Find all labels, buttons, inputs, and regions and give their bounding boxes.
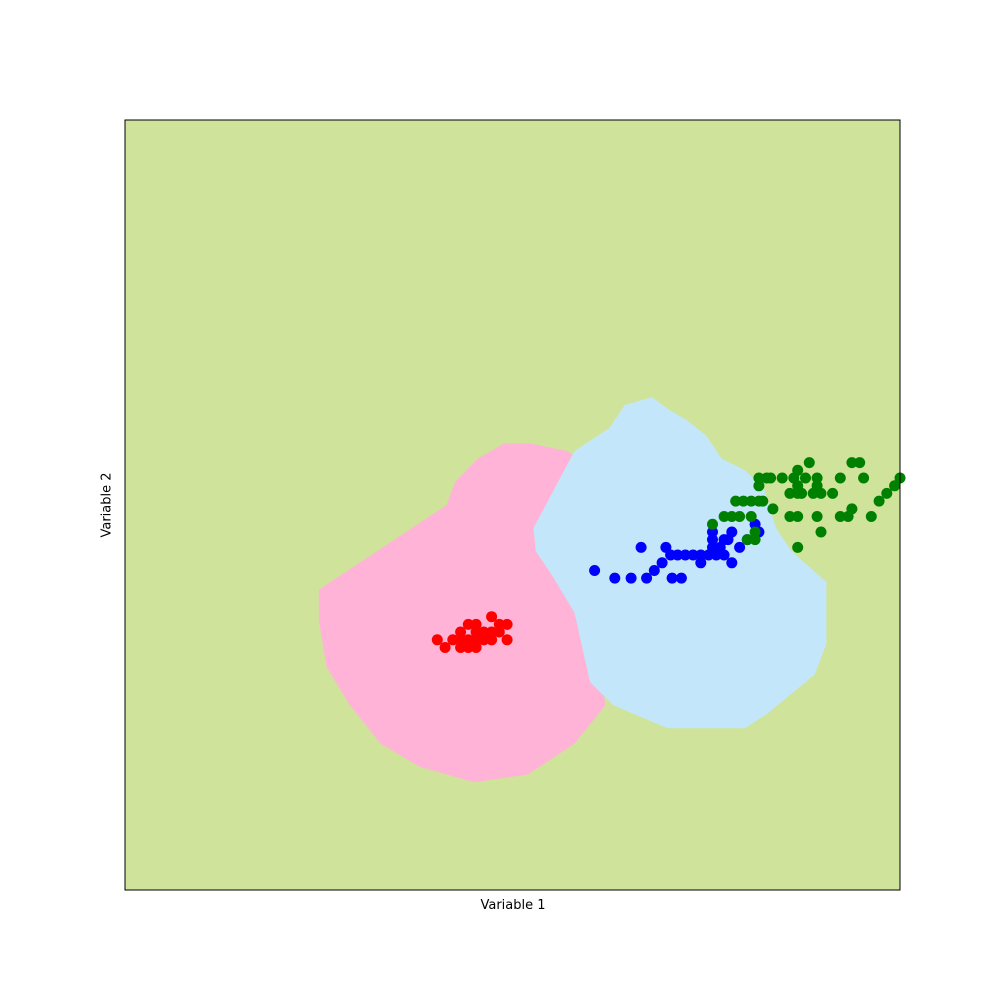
- data-point: [815, 487, 827, 499]
- data-point: [439, 642, 451, 653]
- data-point: [745, 495, 757, 507]
- data-point: [803, 457, 815, 469]
- data-point: [734, 511, 746, 522]
- data-point: [718, 511, 730, 522]
- data-point: [478, 626, 490, 638]
- data-point: [635, 541, 647, 553]
- data-point: [815, 526, 827, 538]
- data-point: [679, 549, 691, 561]
- decision-regions: [318, 397, 827, 783]
- class-region-2: [533, 397, 827, 729]
- series-1: [431, 611, 513, 653]
- data-point: [734, 541, 746, 553]
- data-point: [501, 618, 513, 630]
- data-point: [695, 549, 707, 561]
- data-point: [800, 472, 811, 484]
- data-point: [741, 534, 753, 546]
- data-point: [796, 487, 808, 499]
- data-point: [726, 526, 738, 538]
- data-point: [737, 495, 749, 507]
- data-point: [462, 634, 474, 646]
- data-point: [455, 642, 467, 653]
- data-point: [707, 518, 718, 530]
- data-point: [675, 572, 687, 584]
- data-point: [625, 572, 637, 584]
- data-point: [889, 480, 901, 492]
- series-3: [707, 457, 906, 553]
- data-point: [672, 549, 684, 561]
- data-point: [641, 572, 653, 584]
- data-point: [666, 572, 678, 584]
- data-point: [707, 534, 718, 546]
- data-point: [447, 634, 459, 646]
- plot-frame: [124, 119, 901, 891]
- data-point: [730, 495, 742, 507]
- data-point: [749, 534, 761, 546]
- data-point: [873, 495, 885, 507]
- data-point: [707, 526, 718, 538]
- data-point: [834, 511, 846, 522]
- data-point: [881, 487, 893, 499]
- data-point: [811, 472, 823, 484]
- data-point: [486, 626, 498, 638]
- data-point: [776, 472, 788, 484]
- data-point: [486, 611, 498, 623]
- data-point: [695, 557, 707, 569]
- data-point: [462, 642, 474, 653]
- data-point: [792, 541, 804, 553]
- data-point: [765, 472, 777, 484]
- data-point: [846, 503, 858, 515]
- data-point: [470, 634, 482, 646]
- data-point: [589, 565, 601, 576]
- data-point: [858, 472, 870, 484]
- data-point: [726, 557, 738, 569]
- data-point: [470, 642, 482, 653]
- data-point: [745, 511, 757, 522]
- data-point: [749, 526, 761, 538]
- data-point: [501, 634, 513, 646]
- data-point: [656, 557, 668, 569]
- data-point: [431, 634, 443, 646]
- data-point: [687, 549, 699, 561]
- data-point: [827, 487, 839, 499]
- data-point: [784, 511, 796, 522]
- data-point: [834, 472, 846, 484]
- data-point: [767, 503, 779, 515]
- data-point: [462, 618, 474, 630]
- data-point: [846, 457, 858, 469]
- data-point: [493, 626, 505, 638]
- data-point: [792, 511, 804, 522]
- data-point: [486, 634, 498, 646]
- data-point: [455, 634, 467, 646]
- data-point: [854, 457, 866, 469]
- data-point: [811, 511, 823, 522]
- data-point: [753, 472, 765, 484]
- data-point: [784, 487, 796, 499]
- data-point: [609, 572, 621, 584]
- y-axis-label: Variable 2: [99, 472, 115, 538]
- data-point: [865, 511, 877, 522]
- data-point: [757, 495, 769, 507]
- data-point: [470, 626, 482, 638]
- x-axis-label: Variable 1: [480, 898, 546, 913]
- data-point: [478, 634, 490, 646]
- data-point: [455, 626, 467, 638]
- scatter-points: [431, 457, 906, 653]
- data-point: [753, 480, 765, 492]
- data-point: [493, 618, 505, 630]
- data-point: [648, 565, 660, 576]
- data-point: [726, 511, 738, 522]
- data-point: [792, 464, 804, 476]
- data-point: [718, 549, 730, 561]
- series-2: [589, 518, 765, 584]
- data-point: [470, 618, 482, 630]
